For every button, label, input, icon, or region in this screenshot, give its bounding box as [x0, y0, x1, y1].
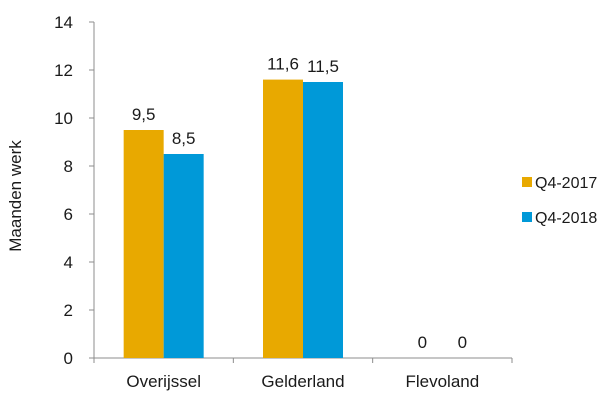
y-tick-label: 10	[54, 109, 73, 128]
legend-swatch	[522, 212, 532, 222]
y-axis-label: Maanden werk	[6, 140, 25, 252]
y-tick-label: 4	[64, 253, 73, 272]
legend-label: Q4-2018	[535, 210, 597, 227]
data-label: 8,5	[172, 129, 196, 148]
data-label: 11,5	[307, 57, 339, 76]
y-tick-label: 0	[64, 349, 73, 368]
data-label: 0	[458, 333, 467, 352]
y-tick-label: 14	[54, 13, 73, 32]
y-tick-label: 2	[64, 301, 73, 320]
data-labels: 9,5 8,5 11,6 11,5 0 0	[132, 55, 467, 352]
x-tick-label: Gelderland	[261, 372, 344, 391]
axes: 0 2 4 6 8 10 12 14 Overijssel Gelderland Flevoland	[54, 13, 513, 391]
data-label: 9,5	[132, 105, 156, 124]
bar	[163, 154, 204, 358]
data-label: 11,6	[267, 55, 299, 74]
bar	[123, 130, 164, 358]
legend-label: Q4-2017	[535, 175, 597, 192]
y-tick-label: 8	[64, 157, 73, 176]
data-label: 0	[418, 333, 427, 352]
bars	[123, 79, 343, 358]
y-tick-label: 12	[54, 61, 73, 80]
x-tick-label: Overijssel	[126, 372, 201, 391]
legend-swatch	[522, 177, 532, 187]
bar	[263, 79, 303, 358]
y-tick-label: 6	[64, 205, 73, 224]
bar	[303, 82, 343, 358]
legend: Q4-2017 Q4-2018	[522, 175, 597, 227]
x-tick-label: Flevoland	[405, 372, 479, 391]
